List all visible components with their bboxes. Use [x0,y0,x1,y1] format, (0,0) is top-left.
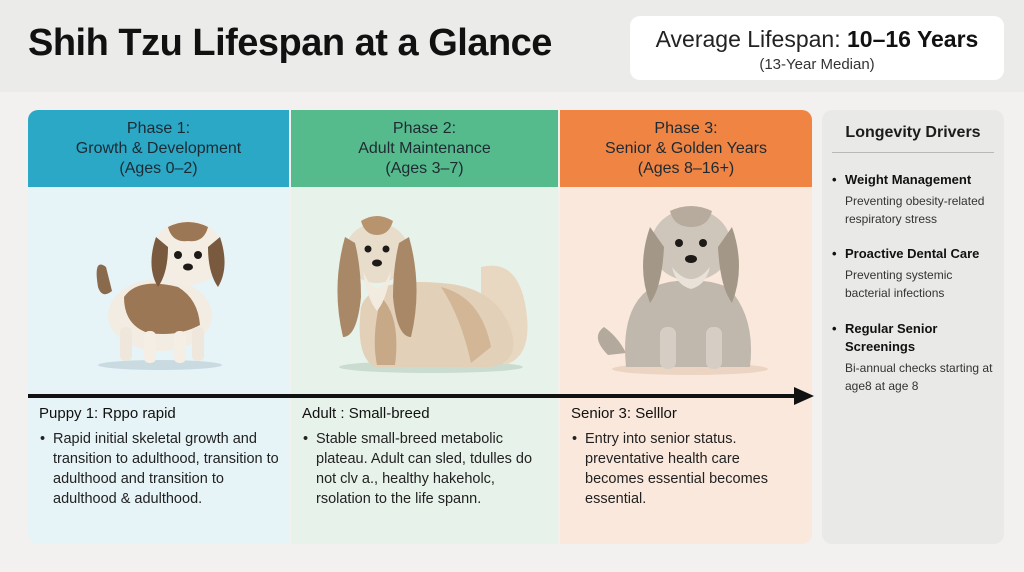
phase-1-header: Phase 1: Growth & Development (Ages 0–2) [28,110,289,187]
lifespan-prefix: Average Lifespan: [655,26,848,52]
driver-name: Regular Senior Screenings [832,320,996,356]
lifespan-value: 10–16 Years [847,26,979,52]
phase-1-ages: (Ages 0–2) [119,159,198,177]
driver-description: Bi-annual checks starting at age8 at age… [845,361,993,393]
puppy-image [28,187,289,387]
phase-1-text: Puppy 1: Rppo rapid Rapid initial skelet… [39,405,279,509]
driver-item: Weight Management Preventing obesity-rel… [832,171,996,228]
phase-3-description: Entry into senior status. preventative h… [571,429,802,509]
phase-2-ages: (Ages 3–7) [385,159,464,177]
driver-item: Proactive Dental Care Preventing systemi… [832,245,996,302]
driver-description: Preventing systemic bacterial infections [845,268,953,300]
phase-3-header: Phase 3: Senior & Golden Years (Ages 8–1… [560,110,812,187]
phase-2-column: Phase 2: Adult Maintenance (Ages 3–7) [291,110,558,544]
phase-1-title: Phase 1: [126,119,191,137]
phase-3-subtitle: Senior & Golden Years [605,139,767,157]
phase-3-ages: (Ages 8–16+) [637,159,735,177]
drivers-title: Longevity Drivers [845,124,981,141]
phase-1-body: Puppy 1: Rppo rapid Rapid initial skelet… [28,187,289,544]
driver-description: Preventing obesity-related respiratory s… [845,194,985,226]
adult-dog-image [291,187,558,387]
phase-2-body: Adult : Small-breed Stable small-breed m… [291,187,558,544]
phase-2-title: Phase 2: [392,119,457,137]
driver-name: Weight Management [832,171,996,189]
phase-1-label: Puppy 1: Rppo rapid [39,405,176,422]
phase-3-column: Phase 3: Senior & Golden Years (Ages 8–1… [560,110,812,544]
phase-3-body: Senior 3: Selllor Entry into senior stat… [560,187,812,544]
phase-2-subtitle: Adult Maintenance [358,139,491,157]
timeline-arrow [28,387,814,405]
phase-2-header: Phase 2: Adult Maintenance (Ages 3–7) [291,110,558,187]
drivers-divider [832,152,994,153]
page-title: Shih Tzu Lifespan at a Glance [28,22,552,64]
phase-3-text: Senior 3: Selllor Entry into senior stat… [571,405,802,509]
driver-item: Regular Senior Screenings Bi-annual chec… [832,320,996,395]
lifespan-median: (13-Year Median) [759,56,875,73]
average-lifespan-box: Average Lifespan: 10–16 Years (13-Year M… [630,16,1004,80]
phases-panel: Phase 1: Growth & Development (Ages 0–2) [28,110,812,544]
phase-3-title: Phase 3: [654,119,718,137]
lifespan-line: Average Lifespan: 10–16 Years [630,26,1004,53]
phase-1-description: Rapid initial skeletal growth and transi… [39,429,279,509]
phase-1-subtitle: Growth & Development [75,139,242,157]
phase-2-text: Adult : Small-breed Stable small-breed m… [302,405,548,509]
phase-3-label: Senior 3: Selllor [571,405,677,422]
phase-2-label: Adult : Small-breed [302,405,430,422]
longevity-drivers-panel: Longevity Drivers Weight Management Prev… [822,110,1004,544]
senior-dog-image [560,187,812,387]
phase-1-column: Phase 1: Growth & Development (Ages 0–2) [28,110,289,544]
phase-2-description: Stable small-breed metabolic plateau. Ad… [302,429,548,509]
driver-name: Proactive Dental Care [832,245,996,263]
